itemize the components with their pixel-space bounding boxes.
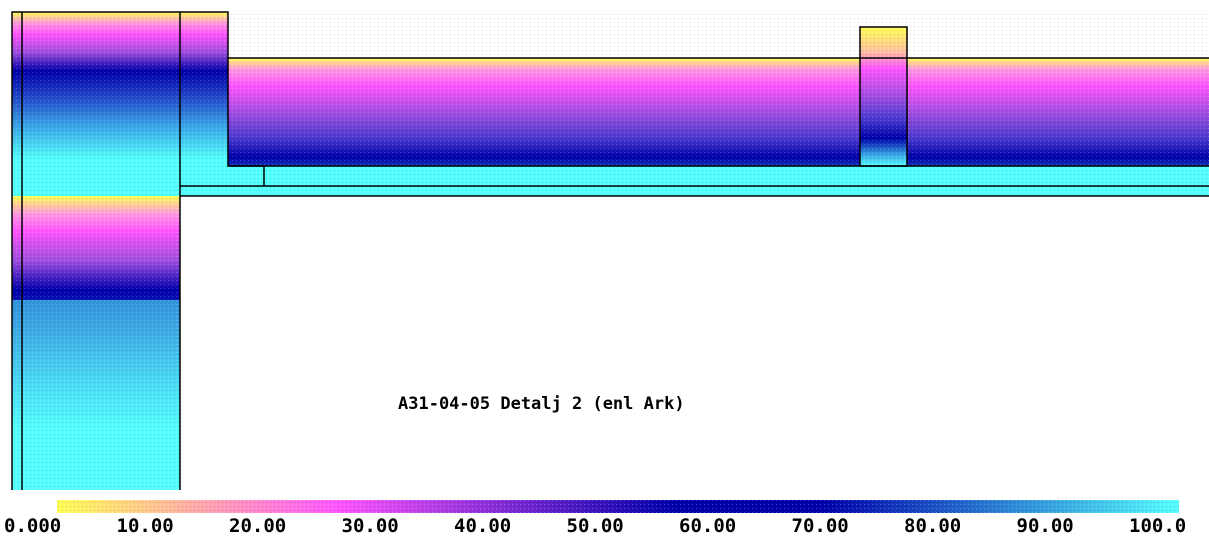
outline-raised-element: [859, 26, 908, 167]
color-scale-dither: [57, 500, 1179, 513]
interior-space: [181, 197, 1209, 490]
scale-tick-label: 50.00: [567, 515, 624, 537]
scale-tick-label: 70.00: [792, 515, 849, 537]
scale-tick-label: 40.00: [454, 515, 511, 537]
outline-left-block: [11, 11, 1209, 490]
scale-tick-label: 60.00: [679, 515, 736, 537]
color-scale-ticks: 0.000 10.00 20.00 30.00 40.00 50.00 60.00 70.00…: [4, 515, 1186, 537]
scale-tick-label: 100.0: [1129, 515, 1186, 537]
scale-tick-label: 80.00: [904, 515, 961, 537]
diagram-title: A31-04-05 Detalj 2 (enl Ark): [398, 394, 685, 414]
scale-tick-label: 30.00: [342, 515, 399, 537]
outlines: [11, 11, 1209, 490]
scale-tick-label: 0.000: [4, 515, 61, 537]
scale-tick-label: 90.00: [1017, 515, 1074, 537]
scale-tick-label: 10.00: [117, 515, 174, 537]
scale-tick-label: 20.00: [229, 515, 286, 537]
